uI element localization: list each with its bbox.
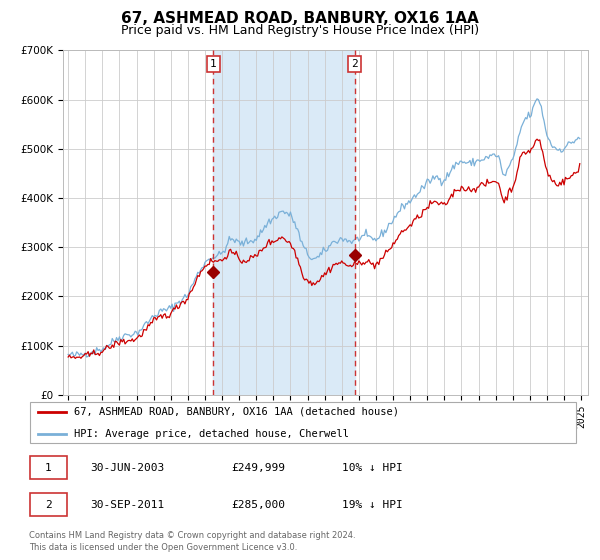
FancyBboxPatch shape xyxy=(30,493,67,516)
Text: Price paid vs. HM Land Registry's House Price Index (HPI): Price paid vs. HM Land Registry's House … xyxy=(121,24,479,36)
Text: 30-SEP-2011: 30-SEP-2011 xyxy=(91,500,165,510)
Text: 67, ASHMEAD ROAD, BANBURY, OX16 1AA: 67, ASHMEAD ROAD, BANBURY, OX16 1AA xyxy=(121,11,479,26)
Text: £285,000: £285,000 xyxy=(231,500,285,510)
Text: 2: 2 xyxy=(45,500,52,510)
FancyBboxPatch shape xyxy=(30,402,576,443)
FancyBboxPatch shape xyxy=(30,456,67,479)
Text: 1: 1 xyxy=(45,463,52,473)
Text: 2: 2 xyxy=(351,59,358,69)
Bar xyxy=(214,50,355,395)
Text: Contains HM Land Registry data © Crown copyright and database right 2024.: Contains HM Land Registry data © Crown c… xyxy=(29,531,355,540)
Text: 19% ↓ HPI: 19% ↓ HPI xyxy=(341,500,403,510)
Text: 30-JUN-2003: 30-JUN-2003 xyxy=(91,463,165,473)
Text: 1: 1 xyxy=(210,59,217,69)
Text: This data is licensed under the Open Government Licence v3.0.: This data is licensed under the Open Gov… xyxy=(29,543,297,552)
Text: 67, ASHMEAD ROAD, BANBURY, OX16 1AA (detached house): 67, ASHMEAD ROAD, BANBURY, OX16 1AA (det… xyxy=(74,407,399,417)
Text: HPI: Average price, detached house, Cherwell: HPI: Average price, detached house, Cher… xyxy=(74,429,349,438)
Text: £249,999: £249,999 xyxy=(231,463,285,473)
Text: 10% ↓ HPI: 10% ↓ HPI xyxy=(341,463,403,473)
